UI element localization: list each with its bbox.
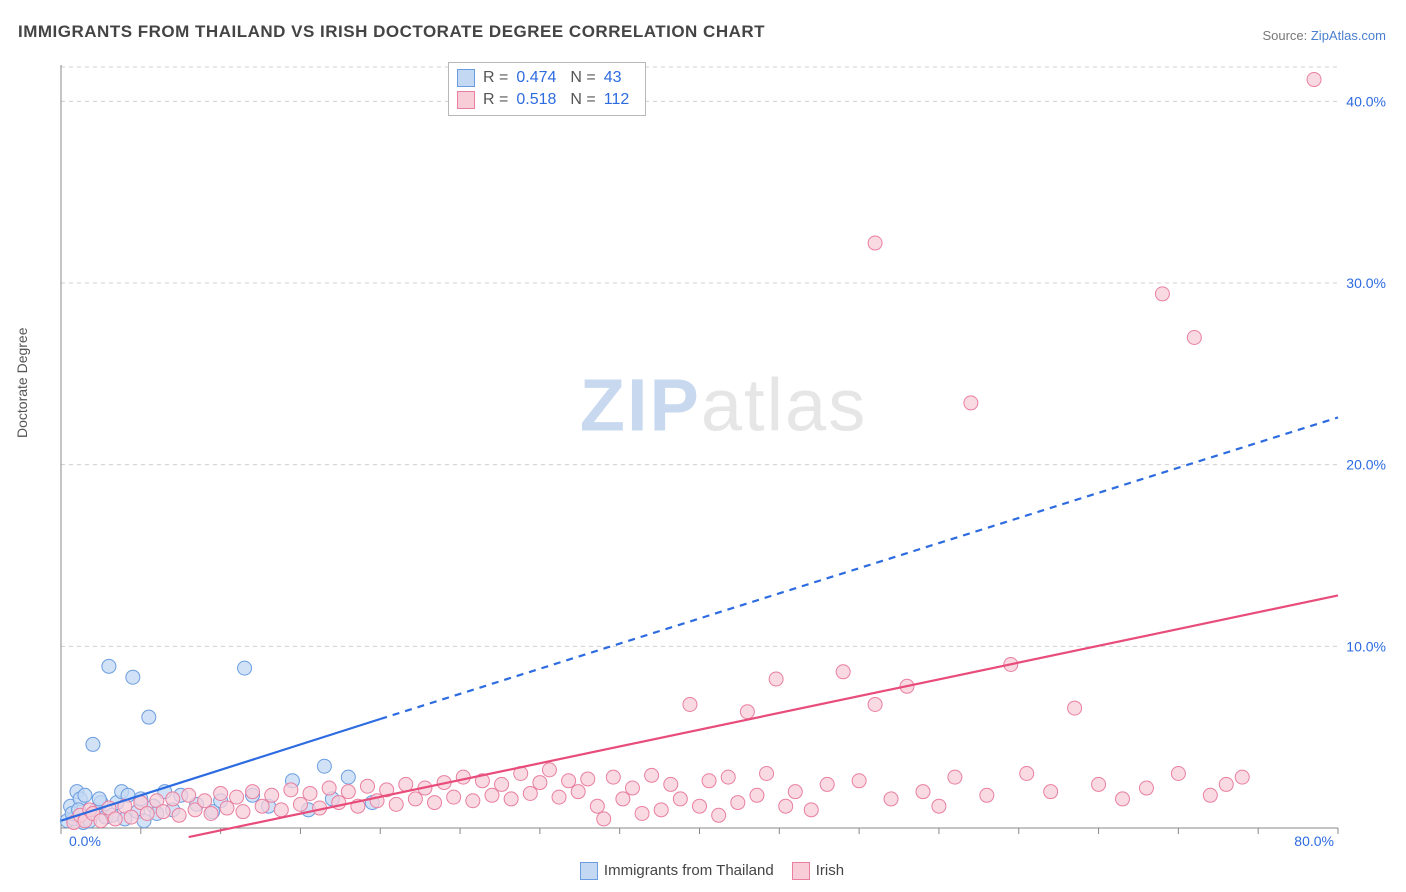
- legend-swatch-irish: [457, 91, 475, 109]
- svg-text:80.0%: 80.0%: [1294, 833, 1334, 849]
- source-label: Source: ZipAtlas.com: [1262, 28, 1386, 43]
- scatter-chart: 10.0% 20.0% 30.0% 40.0% 0.0% 80.0%: [55, 55, 1392, 850]
- series-swatch-irish: [792, 862, 810, 880]
- source-prefix: Source:: [1262, 28, 1310, 43]
- svg-text:30.0%: 30.0%: [1346, 275, 1386, 291]
- series-label-irish: Irish: [816, 862, 844, 879]
- series-label-thailand: Immigrants from Thailand: [604, 862, 774, 879]
- legend-row-thailand: R =0.474N =43: [457, 67, 635, 89]
- svg-text:10.0%: 10.0%: [1346, 638, 1386, 654]
- legend-stats-box: R =0.474N =43R =0.518N =112: [448, 62, 646, 116]
- svg-text:0.0%: 0.0%: [69, 833, 101, 849]
- y-axis-label: Doctorate Degree: [14, 327, 30, 438]
- series-swatch-thailand: [580, 862, 598, 880]
- chart-title: IMMIGRANTS FROM THAILAND VS IRISH DOCTOR…: [18, 22, 765, 42]
- series-legend: Immigrants from Thailand Irish: [0, 862, 1406, 880]
- svg-text:20.0%: 20.0%: [1346, 457, 1386, 473]
- svg-text:40.0%: 40.0%: [1346, 93, 1386, 109]
- legend-row-irish: R =0.518N =112: [457, 89, 635, 111]
- source-link[interactable]: ZipAtlas.com: [1311, 28, 1386, 43]
- legend-swatch-thailand: [457, 69, 475, 87]
- plot-area: ZIPatlas 10.0%20.0%30.0%40.0%0.0%80.0%: [55, 55, 1392, 850]
